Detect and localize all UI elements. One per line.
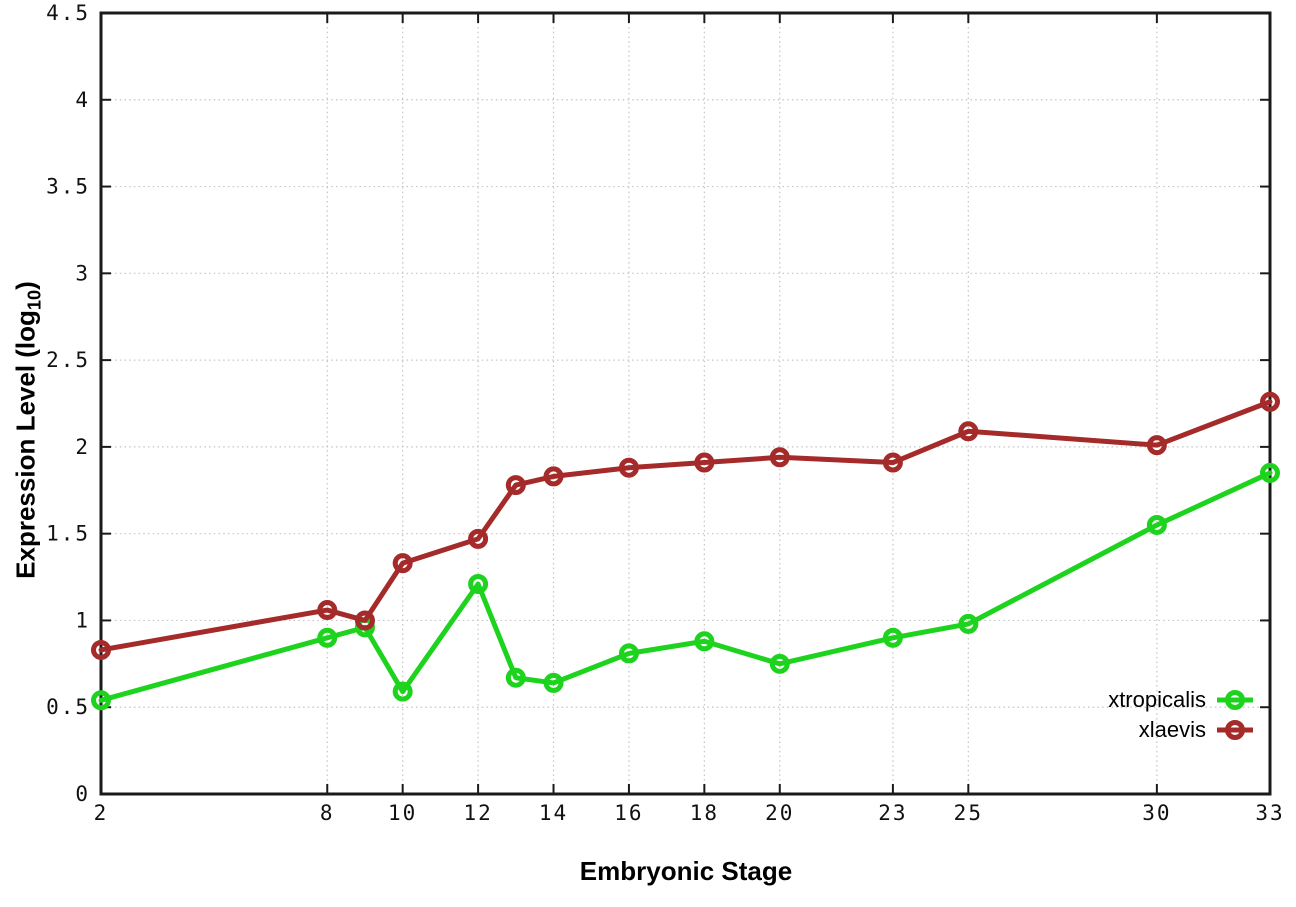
x-tick-label: 12	[463, 801, 492, 825]
data-point-xlaevis	[769, 447, 790, 468]
y-tick-label: 3	[75, 261, 90, 285]
y-tick-label: 4.5	[46, 1, 90, 25]
x-tick-label: 20	[765, 801, 794, 825]
data-point-xtropicalis	[618, 643, 639, 664]
x-tick-label: 14	[539, 801, 568, 825]
data-point-xtropicalis	[468, 573, 489, 594]
y-tick-label: 1.5	[46, 522, 90, 546]
data-point-xtropicalis	[882, 627, 903, 648]
data-point-xtropicalis	[505, 667, 526, 688]
y-tick-label: 0	[75, 782, 90, 806]
legend-row-xlaevis: xlaevis	[1108, 718, 1254, 742]
x-tick-label: 2	[94, 801, 109, 825]
series-line-xlaevis	[98, 399, 1273, 653]
data-point-xtropicalis	[91, 690, 111, 711]
legend-label-xlaevis: xlaevis	[1138, 717, 1206, 742]
data-point-xlaevis	[694, 452, 715, 473]
y-tick-label: 4	[75, 88, 90, 112]
y-tick-label: 1	[75, 608, 90, 632]
data-point-xtropicalis	[958, 613, 979, 634]
y-axis-title-text: Expression Level (log	[10, 310, 41, 579]
data-point-xlaevis	[882, 452, 903, 473]
y-tick-label: 2	[75, 435, 90, 459]
data-point-xtropicalis	[769, 653, 790, 674]
y-tick-label: 3.5	[46, 175, 90, 199]
y-axis-title-subscript: 10	[24, 289, 45, 311]
data-point-xtropicalis	[543, 672, 564, 693]
x-tick-label: 10	[388, 801, 417, 825]
y-tick-label: 2.5	[46, 348, 90, 372]
plot-border	[99, 11, 1272, 796]
data-point-xlaevis	[1146, 435, 1167, 456]
x-tick-label: 16	[614, 801, 643, 825]
legend-row-xtropicalis: xtropicalis	[1108, 688, 1254, 712]
data-point-xtropicalis	[1146, 514, 1167, 535]
chart-legend: xtropicalis xlaevis	[1108, 688, 1254, 742]
y-tick-label: 0.5	[46, 695, 90, 719]
y-axis-title-close: )	[10, 281, 41, 290]
x-tick-label: 30	[1142, 801, 1171, 825]
data-point-xlaevis	[392, 553, 413, 574]
data-point-xlaevis	[958, 421, 979, 442]
data-point-xlaevis	[91, 639, 111, 660]
data-point-xtropicalis	[392, 681, 413, 702]
data-point-xlaevis	[618, 457, 639, 478]
data-point-xtropicalis	[317, 627, 338, 648]
data-point-xlaevis	[468, 528, 489, 549]
series-line-xtropicalis	[98, 470, 1273, 703]
data-point-xtropicalis	[1260, 462, 1280, 483]
data-point-xlaevis	[1260, 391, 1280, 412]
x-tick-label: 8	[320, 801, 335, 825]
legend-marker-xlaevis-icon	[1217, 720, 1253, 740]
data-point-xlaevis	[543, 466, 564, 487]
legend-label-xtropicalis: xtropicalis	[1108, 687, 1206, 712]
y-axis-title: Expression Level (log10)	[11, 281, 46, 579]
data-point-xtropicalis	[694, 631, 715, 652]
data-point-xlaevis	[354, 610, 375, 631]
data-point-xlaevis	[317, 600, 338, 621]
x-tick-label: 23	[878, 801, 907, 825]
legend-marker-xtropicalis-icon	[1217, 690, 1253, 710]
x-axis-title: Embryonic Stage	[579, 856, 793, 886]
x-tick-label: 33	[1255, 801, 1284, 825]
x-tick-label: 18	[690, 801, 719, 825]
x-tick-label: 25	[954, 801, 983, 825]
data-point-xlaevis	[505, 475, 526, 496]
